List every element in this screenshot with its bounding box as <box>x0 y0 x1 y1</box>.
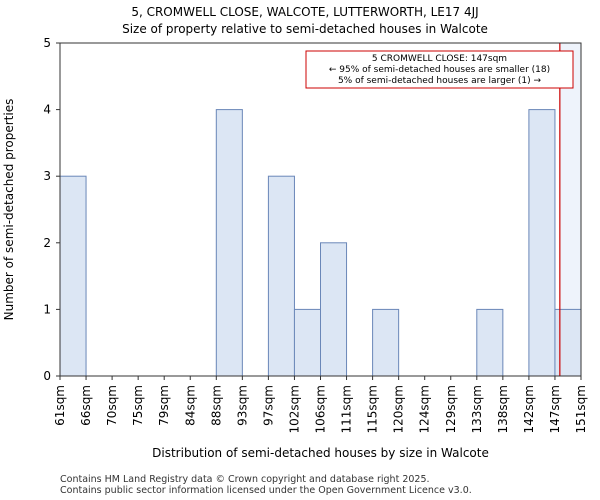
bar-97sqm <box>267 175 295 377</box>
x-tick-label: 97sqm <box>261 385 275 426</box>
y-tick-label: 3 <box>43 169 51 183</box>
bar-106sqm <box>320 242 348 377</box>
x-tick-label: 75sqm <box>131 385 145 426</box>
x-tick-label: 111sqm <box>340 385 354 433</box>
bar-147sqm <box>554 308 582 377</box>
footer-line-1: Contains HM Land Registry data © Crown c… <box>60 474 430 485</box>
x-tick-label: 88sqm <box>209 385 223 426</box>
bar-115sqm <box>372 308 400 377</box>
x-tick-label: 138sqm <box>496 385 510 433</box>
x-tick-label: 66sqm <box>79 385 93 426</box>
x-tick-label: 84sqm <box>183 385 197 426</box>
y-axis: 0 1 2 3 4 5 <box>43 36 60 383</box>
y-tick-label: 1 <box>43 302 51 316</box>
annotation-border <box>305 50 574 89</box>
footer-line-2: Contains public sector information licen… <box>60 485 472 496</box>
bar-88sqm <box>215 109 243 377</box>
x-tick-label: 93sqm <box>235 385 249 426</box>
y-axis-label: Number of semi-detached properties <box>2 99 16 321</box>
chart-subtitle: Size of property relative to semi-detach… <box>122 22 488 36</box>
bar-61sqm <box>59 175 87 377</box>
y-tick-label: 4 <box>43 103 51 117</box>
x-tick-label: 147sqm <box>548 385 562 433</box>
larger-region-shade <box>559 43 581 376</box>
x-tick-label: 115sqm <box>366 385 380 433</box>
bars <box>59 109 582 377</box>
x-tick-label: 151sqm <box>574 385 588 433</box>
y-tick-label: 2 <box>43 236 51 250</box>
x-axis: 61sqm 66sqm 70sqm 75sqm 79sqm 84sqm 88sqm 93sqm… <box>53 376 588 433</box>
x-tick-label: 79sqm <box>157 385 171 426</box>
x-tick-label: 129sqm <box>444 385 458 433</box>
x-tick-label: 61sqm <box>53 385 67 426</box>
x-tick-label: 120sqm <box>392 385 406 433</box>
x-tick-label: 106sqm <box>314 385 328 433</box>
x-tick-label: 142sqm <box>522 385 536 433</box>
x-tick-label: 133sqm <box>470 385 484 433</box>
x-tick-label: 124sqm <box>418 385 432 433</box>
x-tick-label: 102sqm <box>287 385 301 433</box>
annotation-line-2: ← 95% of semi-detached houses are smalle… <box>329 65 550 75</box>
annotation-box: 5 CROMWELL CLOSE: 147sqm ← 95% of semi-d… <box>305 50 574 89</box>
x-tick-label: 70sqm <box>105 385 119 426</box>
bar-142sqm <box>528 109 556 377</box>
x-axis-label: Distribution of semi-detached houses by … <box>152 446 489 460</box>
chart-title: 5, CROMWELL CLOSE, WALCOTE, LUTTERWORTH,… <box>131 5 478 19</box>
y-tick-label: 0 <box>43 369 51 383</box>
annotation-line-3: 5% of semi-detached houses are larger (1… <box>338 76 542 86</box>
bar-102sqm <box>293 308 322 377</box>
annotation-line-1: 5 CROMWELL CLOSE: 147sqm <box>372 54 507 64</box>
y-tick-label: 5 <box>43 36 51 50</box>
bar-133sqm <box>476 308 504 377</box>
